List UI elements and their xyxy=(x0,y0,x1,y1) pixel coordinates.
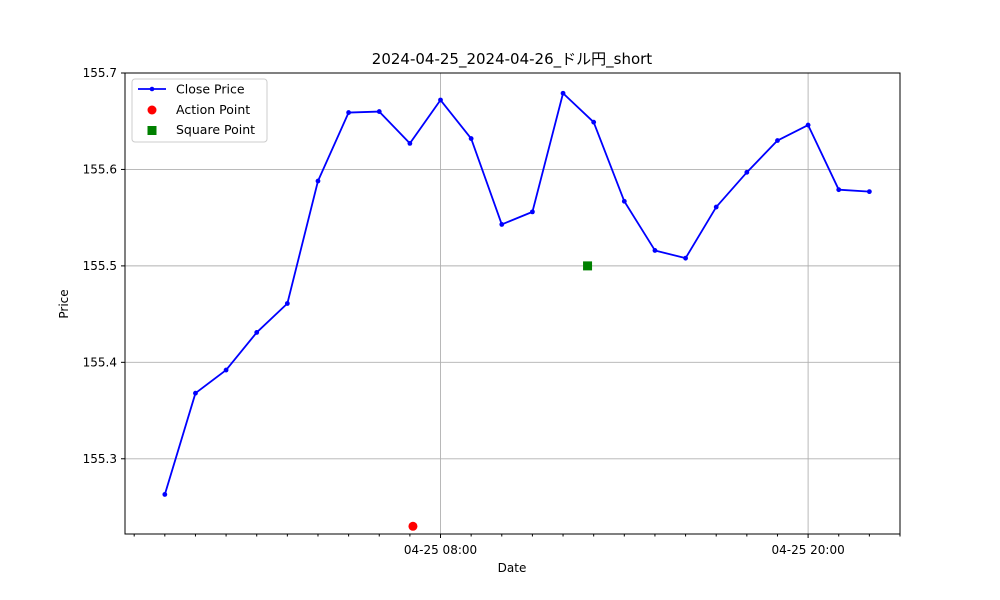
y-tick-label: 155.5 xyxy=(83,259,117,273)
legend: Close Price Action Point Square Point xyxy=(131,78,268,143)
data-point-close-price xyxy=(713,204,719,210)
data-point-close-price xyxy=(530,209,535,215)
data-series xyxy=(162,90,872,531)
data-point-close-price xyxy=(376,109,382,114)
data-point-close-price xyxy=(407,141,413,146)
x-tick-label: 04-25 20:00 xyxy=(771,543,844,557)
data-point-close-price xyxy=(652,248,658,253)
legend-label-close-price: Close Price xyxy=(176,82,245,97)
data-point-close-price xyxy=(254,330,260,335)
data-point-square-point xyxy=(583,261,593,271)
grid-lines xyxy=(125,72,900,534)
data-point-close-price xyxy=(162,492,168,497)
series-line-close-price xyxy=(163,92,870,495)
legend-marker-square-point xyxy=(147,126,157,135)
legend-label-action-point: Action Point xyxy=(176,102,250,117)
data-point-close-price xyxy=(621,198,627,204)
data-point-close-price xyxy=(591,119,597,125)
data-point-close-price xyxy=(775,138,780,143)
data-point-close-price xyxy=(223,367,229,373)
chart-title: 2024-04-25_2024-04-26_ドル円_short xyxy=(372,50,653,69)
data-point-close-price xyxy=(284,301,290,306)
data-point-close-price xyxy=(836,187,842,193)
y-tick-label: 155.7 xyxy=(83,66,117,80)
y-axis-label: Price xyxy=(57,289,71,318)
data-point-close-price xyxy=(683,255,688,261)
x-axis-label: Date xyxy=(498,561,527,575)
plot-frame xyxy=(124,72,901,535)
data-point-close-price xyxy=(193,390,198,396)
y-tick-label: 155.6 xyxy=(83,162,117,176)
data-point-close-price xyxy=(499,222,505,227)
data-point-close-price xyxy=(805,122,811,128)
legend-label-square-point: Square Point xyxy=(176,122,255,137)
data-point-action-point xyxy=(408,521,418,531)
data-point-close-price xyxy=(560,90,566,96)
axis-ticks: 155.3 155.4 155.5 155.6 155.7 04-25 08:00 04-2… xyxy=(83,66,901,557)
data-point-close-price xyxy=(346,110,352,115)
data-point-close-price xyxy=(744,169,750,175)
data-point-close-price xyxy=(866,189,872,195)
legend-marker-action-point xyxy=(147,105,157,115)
legend-marker-close-price xyxy=(149,86,155,92)
data-point-close-price xyxy=(315,178,321,184)
data-point-close-price xyxy=(468,136,474,141)
y-tick-label: 155.4 xyxy=(83,355,117,369)
y-tick-label: 155.3 xyxy=(83,452,117,466)
x-tick-label: 04-25 08:00 xyxy=(404,543,477,557)
legend-box xyxy=(131,78,268,143)
data-point-close-price xyxy=(438,97,443,103)
